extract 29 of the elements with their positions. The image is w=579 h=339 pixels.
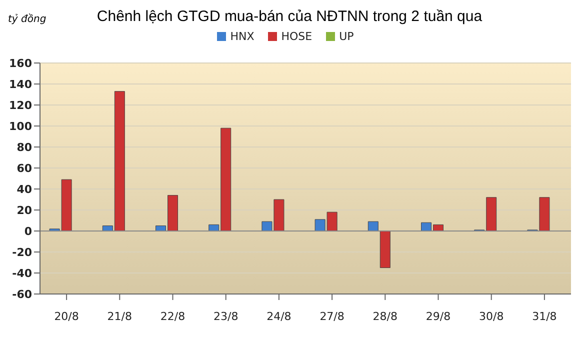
x-tick-label: 29/8 [426, 310, 451, 323]
x-tick-label: 30/8 [479, 310, 504, 323]
bar [380, 230, 390, 268]
y-axis-title: tỷ đồng [8, 14, 46, 25]
x-tick-label: 27/8 [320, 310, 344, 323]
y-tick-label: -40 [12, 266, 32, 280]
y-tick-label: 80 [16, 140, 32, 154]
y-tick-label: 60 [16, 162, 32, 175]
x-tick-label: 21/8 [107, 310, 132, 323]
chart-title: Chênh lệch GTGD mua-bán của NĐTNN trong 2 tuần qua [96, 8, 482, 25]
y-tick-label: 0 [24, 224, 32, 238]
y-tick-label: -60 [12, 288, 32, 301]
x-tick-label: 28/8 [372, 310, 398, 323]
y-tick-label: 40 [16, 182, 32, 196]
x-tick-label: 22/8 [160, 310, 186, 323]
y-tick-label: 20 [16, 204, 32, 217]
y-tick-label: 120 [9, 98, 32, 112]
y-tick-label: 100 [9, 120, 32, 133]
legend-label: HOSE [281, 30, 312, 43]
x-tick-label: 31/8 [532, 310, 557, 323]
bar [368, 221, 378, 232]
y-tick-label: 140 [9, 78, 32, 91]
x-tick-label: 20/8 [54, 310, 79, 323]
legend-label: HNX [230, 30, 254, 43]
legend-label: UP [339, 30, 354, 43]
y-tick-label: -20 [12, 246, 32, 259]
x-tick-label: 23/8 [214, 310, 238, 323]
y-tick-label: 160 [9, 56, 32, 70]
x-tick-label: 24/8 [266, 310, 292, 323]
